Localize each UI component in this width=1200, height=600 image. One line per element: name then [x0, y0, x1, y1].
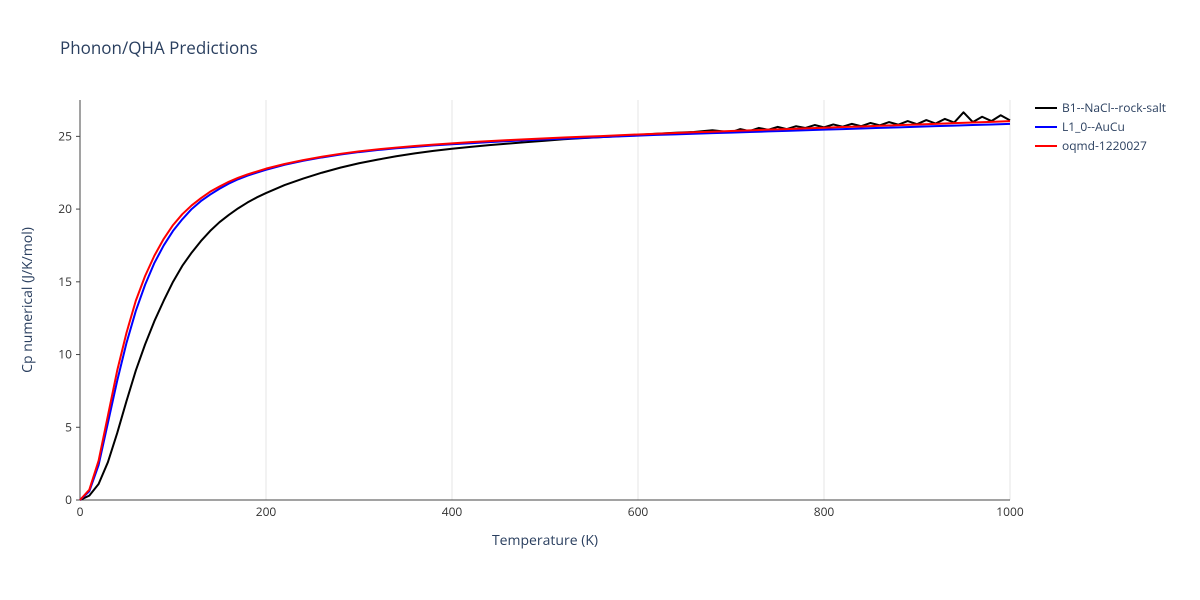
legend-label: oqmd-1220027 — [1062, 137, 1147, 154]
y-tick-label: 5 — [65, 418, 72, 435]
series-line — [80, 124, 1010, 500]
y-tick-label: 0 — [65, 491, 72, 508]
y-tick-label: 20 — [58, 200, 72, 217]
y-tick-label: 15 — [58, 273, 72, 290]
legend-swatch — [1035, 107, 1057, 109]
y-tick-label: 10 — [58, 346, 72, 363]
legend-item[interactable]: L1_0--AuCu — [1035, 117, 1166, 136]
series-line — [80, 112, 1010, 500]
x-tick-label: 1000 — [996, 503, 1024, 520]
chart-canvas: 0 200 400 600 800 1000 0 5 10 15 20 25 Temperature (… — [0, 0, 1200, 600]
legend-label: L1_0--AuCu — [1062, 118, 1125, 135]
y-axis-title: Cp numerical (J/K/mol) — [18, 227, 37, 373]
legend-swatch — [1035, 126, 1057, 128]
legend-label: B1--NaCl--rock-salt — [1062, 99, 1166, 116]
x-tick-label: 0 — [77, 503, 84, 520]
legend-item[interactable]: B1--NaCl--rock-salt — [1035, 98, 1166, 117]
x-tick-label: 200 — [256, 503, 277, 520]
x-tick-label: 400 — [442, 503, 463, 520]
legend-item[interactable]: oqmd-1220027 — [1035, 136, 1166, 155]
legend-swatch — [1035, 145, 1057, 147]
x-axis-title: Temperature (K) — [492, 531, 598, 550]
legend: B1--NaCl--rock-salt L1_0--AuCu oqmd-122002… — [1035, 98, 1166, 155]
x-tick-label: 800 — [814, 503, 835, 520]
x-tick-label: 600 — [628, 503, 649, 520]
y-tick-label: 25 — [58, 127, 72, 144]
series-line — [80, 121, 1010, 500]
